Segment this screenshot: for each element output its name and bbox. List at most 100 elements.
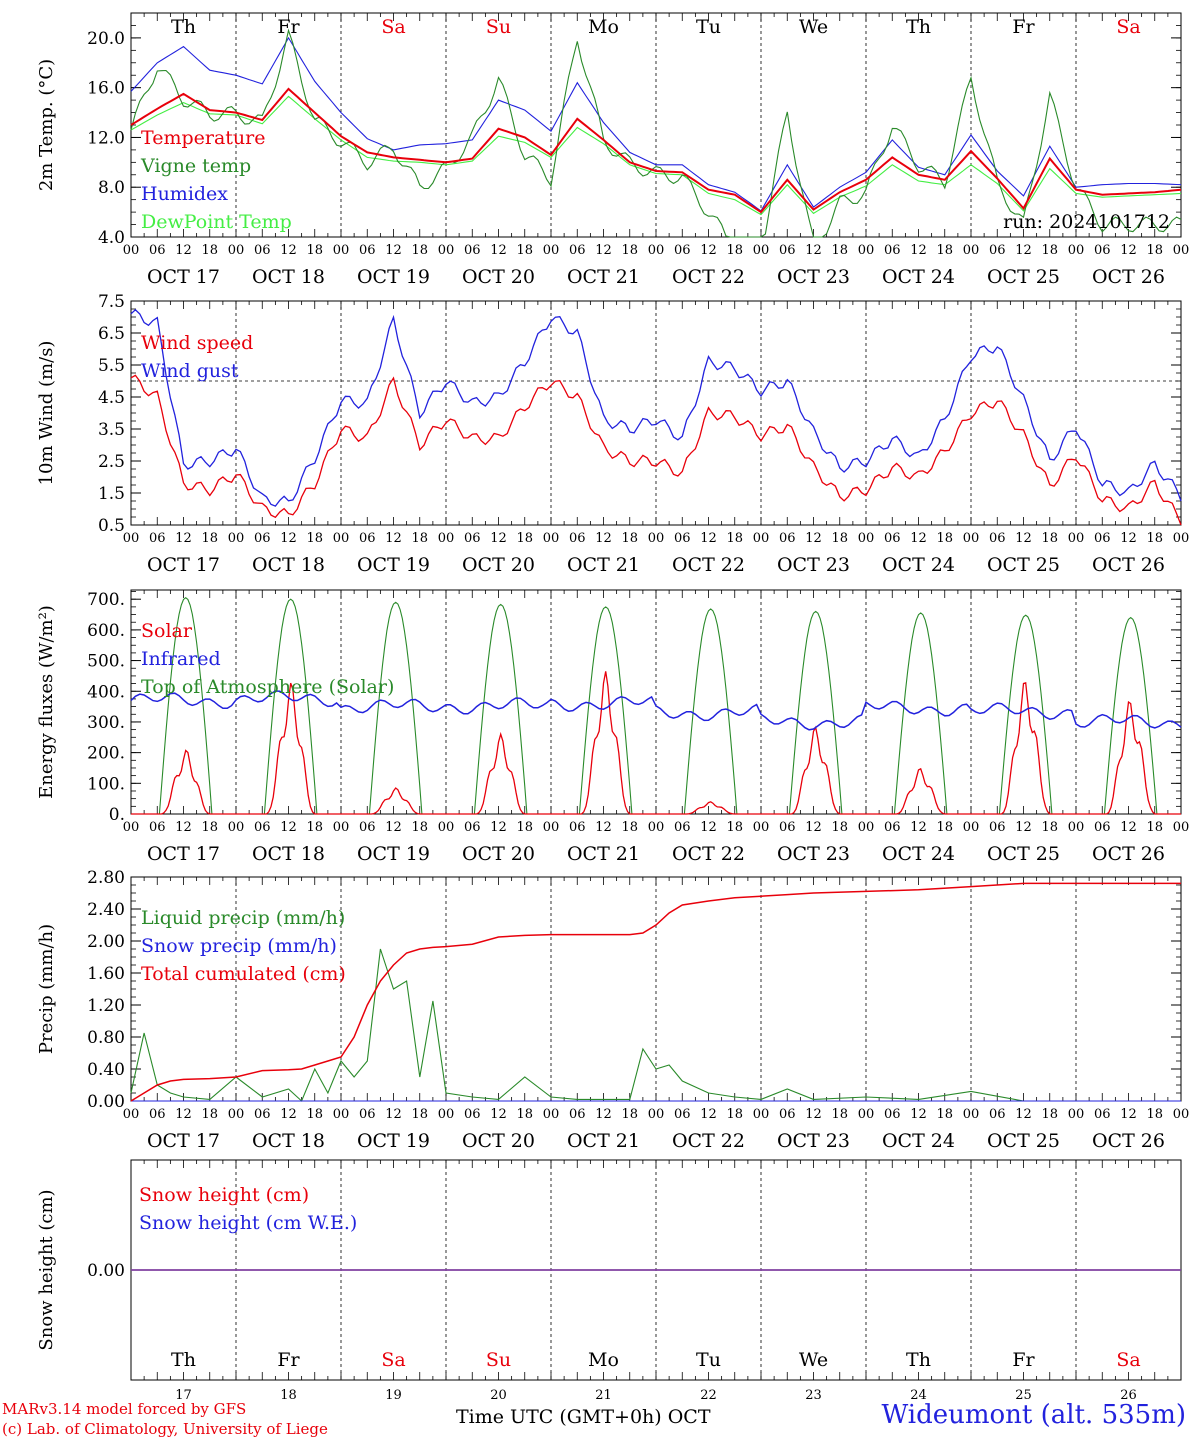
series-vigne-temp: [130, 28, 1182, 238]
hour-label: 06: [989, 820, 1006, 835]
hour-label: 12: [1015, 531, 1032, 546]
hour-label: 00: [858, 1107, 875, 1122]
hour-label: 18: [411, 820, 428, 835]
y-tick-label: 1.60: [87, 964, 125, 984]
date-label: OCT 21: [567, 843, 640, 865]
y-tick-label: 16.0: [87, 79, 125, 99]
date-label: OCT 23: [777, 266, 850, 288]
hour-label: 06: [149, 1107, 166, 1122]
hour-label: 18: [411, 243, 428, 258]
hour-label: 18: [1041, 531, 1058, 546]
hour-label: 06: [254, 820, 271, 835]
hour-label: 06: [359, 820, 376, 835]
hour-label: 00: [648, 243, 665, 258]
y-tick-label: 12.0: [87, 128, 125, 148]
y-tick-label: 0.00: [87, 1261, 125, 1281]
hour-label: 06: [674, 820, 691, 835]
hour-label: 18: [516, 531, 533, 546]
y-tick-label: 700.: [87, 590, 125, 610]
day-number: 26: [1120, 1388, 1137, 1403]
hour-label: 00: [1068, 1107, 1085, 1122]
hour-label: 18: [621, 820, 638, 835]
y-tick-label: 2.5: [98, 452, 125, 472]
hour-label: 00: [1068, 243, 1085, 258]
date-label: OCT 20: [462, 1130, 535, 1152]
hour-label: 18: [1146, 531, 1163, 546]
date-label: OCT 19: [357, 554, 430, 576]
date-label: OCT 18: [252, 266, 325, 288]
hour-label: 00: [963, 820, 980, 835]
hour-label: 06: [569, 531, 586, 546]
date-label: OCT 25: [987, 266, 1060, 288]
series-wind-gust: [130, 308, 1182, 507]
hour-label: 18: [621, 531, 638, 546]
hour-label: 00: [333, 820, 350, 835]
hour-label: 00: [858, 820, 875, 835]
hour-label: 18: [936, 820, 953, 835]
y-tick-label: 3.5: [98, 420, 125, 440]
y-axis-label: Energy fluxes (W/m²): [36, 605, 57, 799]
hour-label: 06: [359, 1107, 376, 1122]
hour-label: 18: [201, 243, 218, 258]
hour-label: 06: [149, 820, 166, 835]
lab-credit: (c) Lab. of Climatology, University of L…: [2, 1420, 328, 1438]
hour-label: 00: [963, 243, 980, 258]
legend-entry: Total cumulated (cm): [141, 963, 346, 985]
model-credit: MARv3.14 model forced by GFS: [2, 1400, 247, 1418]
hour-label: 06: [464, 1107, 481, 1122]
hour-label: 00: [648, 531, 665, 546]
hour-label: 12: [175, 243, 192, 258]
hour-label: 06: [1094, 820, 1111, 835]
y-tick-label: 2.80: [87, 868, 125, 888]
hour-label: 06: [464, 531, 481, 546]
date-label: OCT 23: [777, 843, 850, 865]
hour-label: 00: [228, 820, 245, 835]
hour-label: 06: [674, 1107, 691, 1122]
y-tick-label: 0.: [109, 805, 125, 825]
day-number: 22: [700, 1388, 717, 1403]
y-axis-label: 2m Temp. (°C): [36, 59, 57, 191]
weekday-label: Fr: [1012, 1349, 1035, 1371]
hour-label: 00: [858, 531, 875, 546]
hour-label: 00: [963, 1107, 980, 1122]
hour-label: 00: [753, 531, 770, 546]
hour-label: 18: [936, 1107, 953, 1122]
y-tick-label: 500.: [87, 652, 125, 672]
weekday-label: Su: [486, 16, 511, 38]
weekday-label: Fr: [277, 16, 300, 38]
hour-label: 12: [280, 243, 297, 258]
hour-label: 00: [438, 243, 455, 258]
legend-entry: Liquid precip (mm/h): [141, 907, 345, 929]
date-label: OCT 18: [252, 843, 325, 865]
hour-label: 06: [884, 820, 901, 835]
hour-label: 00: [1068, 531, 1085, 546]
hour-label: 18: [1041, 1107, 1058, 1122]
hour-label: 12: [700, 1107, 717, 1122]
date-label: OCT 17: [147, 266, 220, 288]
legend-entry: DewPoint Temp: [141, 211, 292, 233]
hour-label: 00: [963, 531, 980, 546]
day-number: 21: [595, 1388, 612, 1403]
legend-entry: Humidex: [141, 183, 228, 205]
hour-label: 18: [516, 820, 533, 835]
hour-label: 12: [700, 531, 717, 546]
hour-label: 00: [228, 1107, 245, 1122]
date-label: OCT 19: [357, 1130, 430, 1152]
hour-label: 00: [438, 820, 455, 835]
hour-label: 12: [595, 531, 612, 546]
date-label: OCT 25: [987, 843, 1060, 865]
hour-label: 12: [490, 820, 507, 835]
hour-label: 18: [411, 1107, 428, 1122]
legend-entry: Wind gust: [141, 360, 239, 382]
y-tick-label: 0.00: [87, 1092, 125, 1112]
hour-label: 18: [1041, 243, 1058, 258]
hour-label: 12: [490, 243, 507, 258]
hour-label: 06: [989, 531, 1006, 546]
legend-entry: Top of Atmosphere (Solar): [141, 676, 394, 698]
hour-label: 00: [123, 1107, 140, 1122]
weekday-label: Th: [171, 16, 196, 38]
y-tick-label: 2.00: [87, 932, 125, 952]
hour-label: 06: [569, 243, 586, 258]
hour-label: 18: [411, 531, 428, 546]
